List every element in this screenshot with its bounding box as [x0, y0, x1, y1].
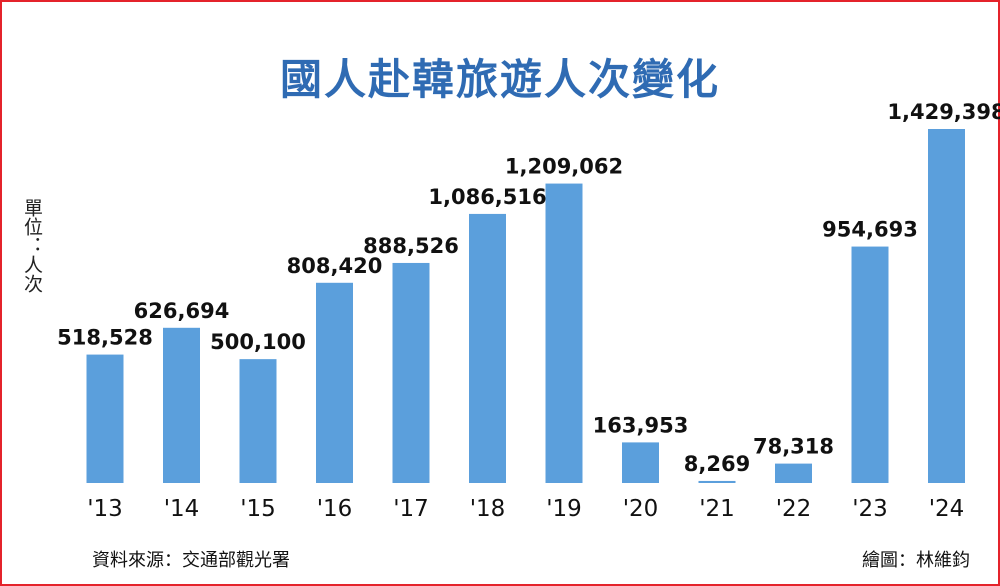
x-tick-label-1: '14 [164, 496, 200, 522]
bar-2 [239, 359, 277, 483]
x-tick-label-2: '15 [240, 496, 276, 522]
data-label-11: 1,429,398 [887, 100, 1000, 124]
bar-10 [851, 246, 889, 483]
bar-3 [316, 282, 353, 483]
data-label-5: 1,086,516 [428, 185, 546, 209]
x-tick-label-9: '22 [776, 496, 812, 522]
bar-7 [622, 442, 659, 483]
data-label-9: 78,318 [753, 435, 834, 459]
bar-5 [469, 213, 506, 483]
x-tick-label-7: '20 [623, 496, 659, 522]
bar-4 [392, 262, 430, 483]
y-axis-unit-label: 單位：人次 [21, 198, 43, 293]
bar-6 [545, 183, 583, 483]
bar-8 [698, 480, 736, 483]
data-label-8: 8,269 [684, 452, 750, 476]
data-label-6: 1,209,062 [505, 155, 623, 179]
data-source-note: 資料來源：交通部觀光署 [92, 550, 290, 571]
x-tick-label-10: '23 [852, 496, 888, 522]
data-label-3: 808,420 [287, 254, 383, 278]
x-tick-label-11: '24 [929, 496, 965, 522]
bar-9 [775, 463, 812, 483]
graphic-credit: 繪圖：林維鈞 [862, 550, 970, 571]
bar-0 [86, 354, 124, 483]
data-label-0: 518,528 [57, 326, 153, 350]
x-tick-label-8: '21 [699, 496, 735, 522]
data-label-2: 500,100 [210, 330, 306, 354]
chart-title: 國人赴韓旅遊人次變化 [279, 55, 720, 104]
x-tick-label-6: '19 [546, 496, 582, 522]
bar-1 [163, 327, 200, 483]
x-tick-label-4: '17 [393, 496, 429, 522]
x-tick-label-5: '18 [470, 496, 506, 522]
data-label-4: 888,526 [363, 234, 459, 258]
data-label-10: 954,693 [822, 218, 918, 242]
data-label-7: 163,953 [593, 413, 689, 437]
x-tick-label-0: '13 [87, 496, 123, 522]
x-tick-label-3: '16 [317, 496, 353, 522]
data-label-1: 626,694 [134, 299, 230, 323]
bar-11 [928, 129, 965, 483]
